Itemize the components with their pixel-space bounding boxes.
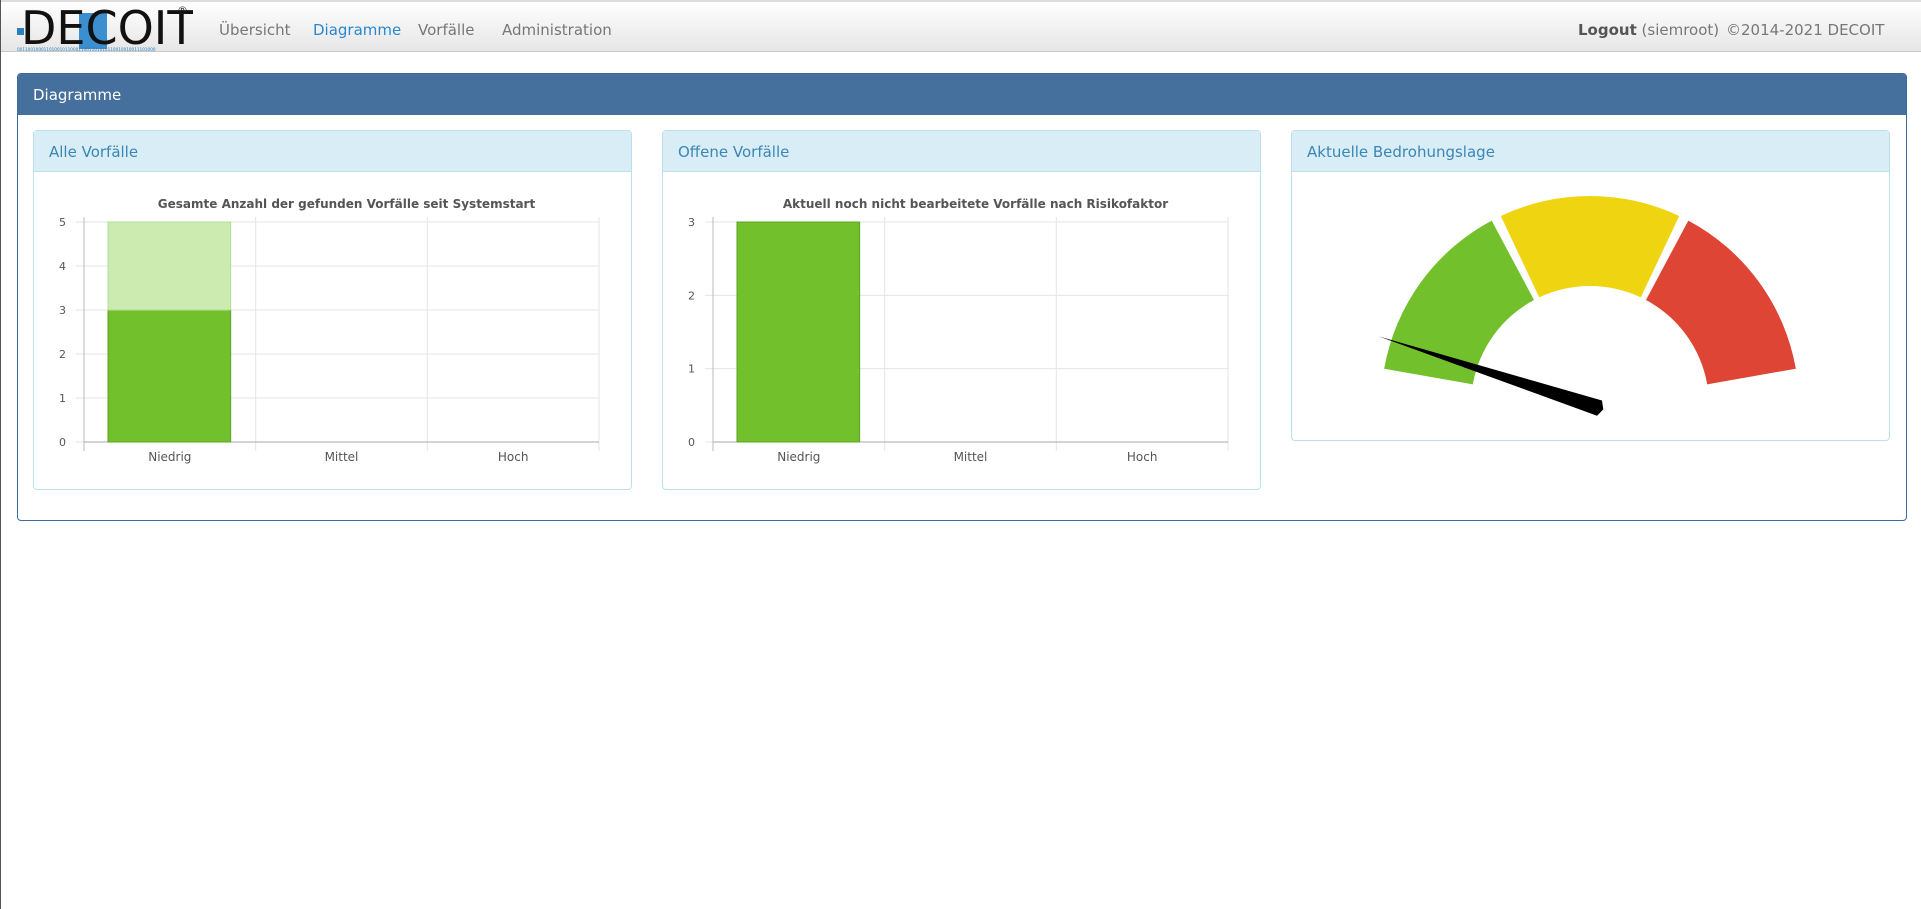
copyright: ©2014-2021 DECOIT GmbH (1726, 21, 1885, 95)
nav-diagramme[interactable]: Diagramme (313, 21, 402, 39)
gauge-bedrohungslage (1378, 196, 1796, 416)
x-tick-label: Niedrig (148, 450, 191, 464)
nav-vorfalle[interactable]: Vorfälle (418, 21, 475, 39)
y-tick-label: 4 (59, 260, 66, 273)
bar (107, 309, 232, 443)
logo-binary: 0011001000110100101100011001101010110010… (17, 47, 156, 52)
y-tick-label: 0 (688, 436, 695, 449)
chart-alle-vorfalle: Gesamte Anzahl der gefunden Vorfälle sei… (59, 197, 600, 464)
chart-offene-vorfalle: Aktuell noch nicht bearbeitete Vorfälle … (688, 197, 1229, 464)
bar (736, 221, 861, 443)
y-tick-label: 5 (59, 216, 66, 229)
panel-title: Diagramme (18, 74, 1906, 115)
y-tick-label: 0 (59, 436, 66, 449)
panel-alle-vorfalle: Alle Vorfälle Gesamte Anzahl der gefunde… (33, 130, 632, 490)
diagramme-panel: Diagramme Alle Vorfälle Gesamte Anzahl d… (17, 73, 1907, 521)
chart-title: Gesamte Anzahl der gefunden Vorfälle sei… (158, 197, 536, 211)
logout-link[interactable]: Logout (siemroot) (1578, 2, 1719, 54)
chart-title: Aktuell noch nicht bearbeitete Vorfälle … (783, 197, 1168, 211)
bar (107, 221, 232, 311)
logo-registered: ® (177, 4, 188, 17)
nav-ubersicht[interactable]: Übersicht (219, 21, 291, 39)
decoit-logo[interactable]: DECOIT ® 0011001000110100101100011001101… (17, 1, 196, 55)
gauge-band-medium (1500, 196, 1680, 298)
y-tick-label: 2 (688, 289, 695, 302)
x-tick-label: Mittel (954, 450, 988, 464)
y-tick-label: 3 (59, 304, 66, 317)
x-tick-label: Hoch (1127, 450, 1158, 464)
panel-bedrohungslage-title: Aktuelle Bedrohungslage (1292, 131, 1889, 172)
logout-label[interactable]: Logout (1578, 21, 1637, 39)
y-tick-label: 3 (688, 216, 695, 229)
panel-bedrohungslage: Aktuelle Bedrohungslage (1291, 130, 1890, 441)
gauge-band-high (1645, 220, 1796, 385)
nav-administration[interactable]: Administration (502, 21, 612, 39)
x-tick-label: Hoch (498, 450, 529, 464)
panel-alle-vorfalle-title: Alle Vorfälle (34, 131, 631, 172)
y-tick-label: 1 (688, 363, 695, 376)
gauge-needle (1378, 336, 1604, 416)
panel-offene-vorfalle: Offene Vorfälle Aktuell noch nicht bearb… (662, 130, 1261, 490)
y-tick-label: 2 (59, 348, 66, 361)
y-tick-label: 1 (59, 392, 66, 405)
x-tick-label: Niedrig (777, 450, 820, 464)
navbar: DECOIT ® 0011001000110100101100011001101… (1, 0, 1921, 95)
logo-text: DECOIT (21, 4, 193, 52)
current-user: (siemroot) (1641, 21, 1720, 39)
gauge-band-low (1384, 220, 1535, 385)
panel-offene-vorfalle-title: Offene Vorfälle (663, 131, 1260, 172)
x-tick-label: Mittel (325, 450, 359, 464)
